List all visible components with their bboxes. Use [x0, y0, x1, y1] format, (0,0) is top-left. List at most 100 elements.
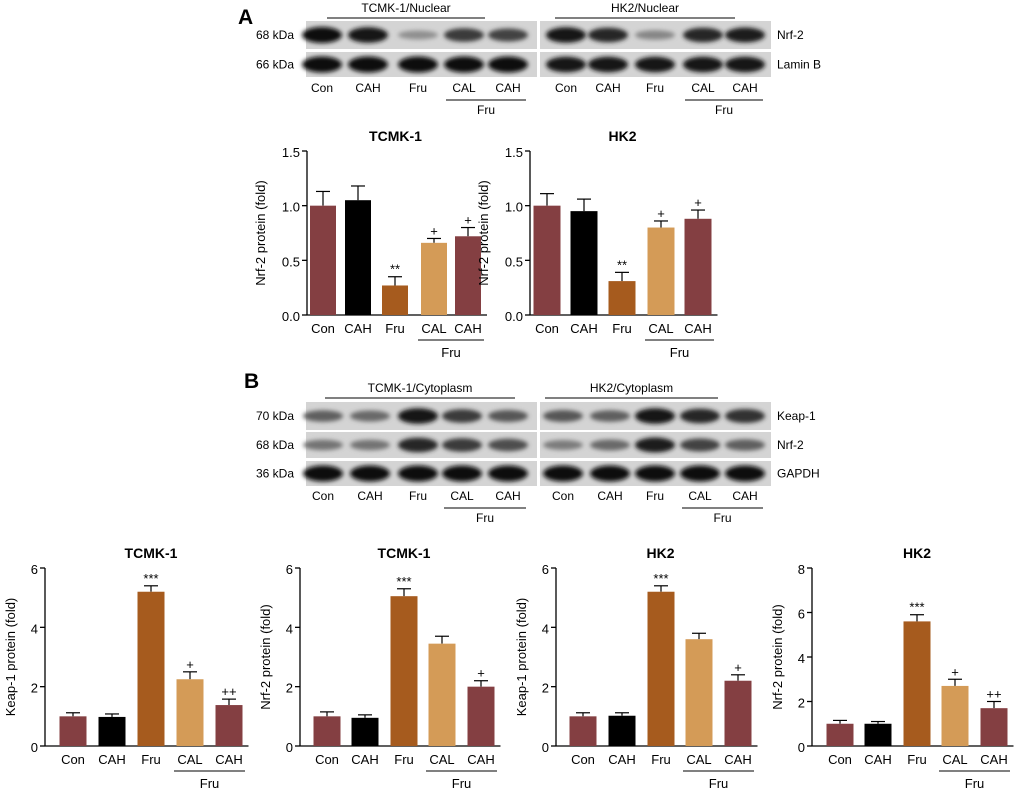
- blot-band: [442, 409, 482, 423]
- bar-cah: [351, 717, 379, 746]
- significance-marker: +: [464, 213, 472, 228]
- significance-marker: **: [390, 262, 400, 277]
- bar-cah: [215, 705, 243, 746]
- y-axis-label: Nrf-2 protein (fold): [476, 180, 491, 285]
- chart-title: HK2: [608, 128, 636, 144]
- lane-label: CAL: [688, 489, 712, 503]
- molecular-weight-label: 68 kDa: [256, 28, 294, 42]
- lane-label: Fru: [646, 81, 664, 95]
- chart-title: HK2: [903, 545, 931, 561]
- bar-cal: [421, 242, 447, 315]
- blot-a: TCMK-1/Nuclear HK2/Nuclear 68 kDa Nrf-2 66 k…: [256, 1, 821, 117]
- y-tick-label: 0.5: [505, 254, 523, 269]
- blot-band: [588, 56, 628, 73]
- blot-band: [635, 56, 675, 73]
- blot-band: [680, 408, 720, 424]
- blot-band: [303, 410, 343, 422]
- x-tick-label: Fru: [394, 752, 414, 767]
- x-tick-label: Con: [61, 752, 85, 767]
- bar-con: [310, 205, 336, 315]
- subgroup-label: Fru: [477, 103, 495, 117]
- blot-band: [350, 465, 390, 482]
- lane-label: CAH: [357, 489, 382, 503]
- bar-con: [569, 716, 597, 746]
- lane-label: Fru: [409, 81, 427, 95]
- blot-band: [588, 27, 628, 43]
- bar-cah: [455, 236, 481, 315]
- blot-band: [680, 465, 720, 482]
- protein-label: Nrf-2: [777, 28, 804, 42]
- y-axis-label: Keap-1 protein (fold): [3, 598, 18, 717]
- y-tick-label: 6: [798, 607, 805, 622]
- y-axis-label: Nrf-2 protein (fold): [258, 604, 273, 709]
- blot-band: [488, 28, 528, 42]
- y-tick-label: 4: [542, 621, 549, 636]
- chart-title: TCMK-1: [125, 545, 178, 561]
- blot-band: [543, 440, 583, 450]
- blot-band: [398, 408, 438, 424]
- lane-label: Con: [312, 489, 334, 503]
- x-tick-label: Con: [571, 752, 595, 767]
- blot-band: [398, 437, 438, 453]
- x-tick-label: CAL: [429, 752, 454, 767]
- y-axis-label: Nrf-2 protein (fold): [770, 604, 785, 709]
- y-tick-label: 6: [31, 562, 38, 577]
- y-axis-label: Nrf-2 protein (fold): [253, 180, 268, 285]
- significance-marker: +: [186, 657, 194, 672]
- blot-band: [303, 439, 343, 451]
- group-label: Fru: [670, 345, 690, 360]
- blot-band: [543, 410, 583, 422]
- protein-label: GAPDH: [777, 467, 820, 481]
- chart-3: TCMK-1 0 2 4 6 Keap-1 protein (fold) Con CAH ***…: [3, 545, 249, 791]
- x-tick-label: CAL: [686, 752, 711, 767]
- blot-band: [302, 56, 342, 73]
- blot-band: [348, 56, 388, 73]
- blot-band: [635, 437, 675, 453]
- lane-label: CAH: [732, 489, 757, 503]
- bar-cah: [467, 686, 495, 746]
- blot-band: [442, 465, 482, 482]
- bar-cah: [864, 723, 892, 746]
- significance-marker: ***: [396, 574, 411, 589]
- y-tick-label: 2: [286, 681, 293, 696]
- lane-label: CAL: [450, 489, 474, 503]
- lane-label: CAL: [452, 81, 476, 95]
- significance-marker: ***: [909, 600, 924, 615]
- blot-band: [725, 439, 765, 451]
- blot-band: [444, 56, 484, 73]
- blot-band: [680, 438, 720, 452]
- y-axis-label: Keap-1 protein (fold): [514, 598, 529, 717]
- x-tick-label: Fru: [907, 752, 927, 767]
- blot-b: TCMK-1/Cytoplasm HK2/Cytoplasm 70 kDa Keap-…: [256, 381, 820, 525]
- significance-marker: +: [734, 660, 742, 675]
- blot-band: [398, 56, 438, 73]
- group-label: Fru: [965, 776, 985, 791]
- protein-label: Lamin B: [777, 58, 821, 72]
- blot-band: [590, 465, 630, 482]
- x-tick-label: CAH: [684, 321, 711, 336]
- x-tick-label: CAH: [570, 321, 597, 336]
- significance-marker: +: [694, 195, 702, 210]
- chart-2: HK2 0.0 0.5 1.0 1.5 Nrf-2 protein (fold) Con CA…: [476, 128, 718, 360]
- blot-group-label: TCMK-1/Nuclear: [361, 1, 450, 15]
- panel-label-a: A: [238, 6, 253, 29]
- y-tick-label: 0: [798, 740, 805, 755]
- y-tick-label: 2: [798, 696, 805, 711]
- blot-band: [725, 409, 765, 423]
- y-tick-label: 0: [31, 740, 38, 755]
- bar-con: [533, 205, 561, 315]
- y-tick-label: 1.0: [505, 200, 523, 215]
- lane-label: CAH: [495, 81, 520, 95]
- x-tick-label: CAH: [351, 752, 378, 767]
- group-label: Fru: [709, 776, 729, 791]
- y-tick-label: 1.5: [505, 145, 523, 160]
- western-blots: TCMK-1/Nuclear HK2/Nuclear 68 kDa Nrf-2 66 k…: [256, 1, 821, 525]
- y-tick-label: 4: [286, 621, 293, 636]
- y-tick-label: 1.5: [282, 145, 300, 160]
- blot-band: [488, 56, 528, 73]
- lane-label: CAH: [732, 81, 757, 95]
- blot-group-label: HK2/Nuclear: [611, 1, 679, 15]
- blot-band: [444, 28, 484, 42]
- protein-label: Keap-1: [777, 409, 816, 423]
